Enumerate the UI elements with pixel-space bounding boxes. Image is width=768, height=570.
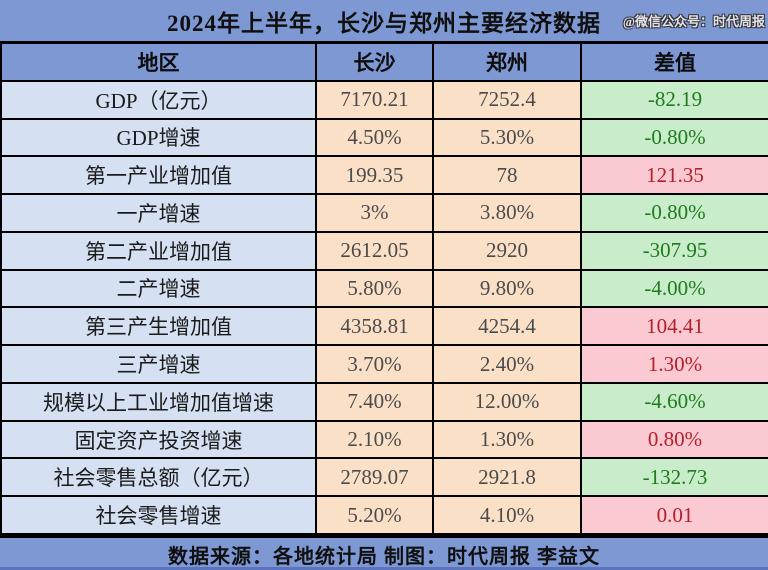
wechat-watermark: @微信公众号：时代周报 (622, 14, 765, 29)
row-4-indicator-label: 一产增速 (2, 195, 317, 233)
bottom-edge-strip (0, 567, 768, 570)
row-12-zhengzhou-value: 4.10% (434, 497, 582, 535)
row-6-indicator-label: 二产增速 (2, 270, 317, 309)
row-2-zhengzhou-value: 5.30% (434, 119, 582, 158)
row-2-changsha-value: 4.50% (317, 119, 434, 158)
row-2-indicator-label: GDP增速 (2, 119, 317, 158)
row-12-diff-value: 0.01 (582, 497, 768, 535)
row-5-zhengzhou-value: 2920 (434, 232, 582, 271)
source-note: 数据来源：各地统计局 制图：时代周报 李益文 (168, 545, 600, 568)
row-6-changsha-value: 5.80% (317, 270, 434, 309)
page-title: 2024年上半年，长沙与郑州主要经济数据 (167, 10, 601, 36)
row-11-indicator-label: 社会零售总额（亿元） (2, 459, 317, 498)
row-8-zhengzhou-value: 2.40% (434, 346, 582, 384)
row-9-diff-value: -4.60% (582, 383, 768, 422)
economic-data-table: 地区 长沙 郑州 差值 GDP（亿元） 7170.21 7252.4 -82.19 GDP增速 4… (0, 44, 768, 535)
row-5-diff-value: -307.95 (582, 232, 768, 271)
column-header-2: 长沙 (317, 44, 434, 82)
row-11-diff-value: -132.73 (582, 459, 768, 498)
row-6-diff-value: -4.00% (582, 270, 768, 309)
row-11-changsha-value: 2789.07 (317, 459, 434, 498)
row-9-zhengzhou-value: 12.00% (434, 383, 582, 422)
row-2-diff-value: -0.80% (582, 119, 768, 158)
row-7-zhengzhou-value: 4254.4 (434, 308, 582, 347)
title-bar: 2024年上半年，长沙与郑州主要经济数据 @微信公众号：时代周报 (0, 0, 768, 44)
row-12-indicator-label: 社会零售增速 (2, 497, 317, 535)
row-11-zhengzhou-value: 2921.8 (434, 459, 582, 498)
row-7-diff-value: 104.41 (582, 308, 768, 347)
row-4-diff-value: -0.80% (582, 195, 768, 233)
column-header-3: 郑州 (434, 44, 582, 82)
row-9-changsha-value: 7.40% (317, 383, 434, 422)
row-1-indicator-label: GDP（亿元） (2, 81, 317, 120)
row-10-indicator-label: 固定资产投资增速 (2, 421, 317, 460)
row-3-changsha-value: 199.35 (317, 157, 434, 196)
row-12-changsha-value: 5.20% (317, 497, 434, 535)
row-3-zhengzhou-value: 78 (434, 157, 582, 196)
footer-bar: 数据来源：各地统计局 制图：时代周报 李益文 (0, 535, 768, 570)
row-8-diff-value: 1.30% (582, 346, 768, 384)
row-10-diff-value: 0.80% (582, 421, 768, 460)
row-1-diff-value: -82.19 (582, 81, 768, 120)
row-3-diff-value: 121.35 (582, 157, 768, 196)
row-4-zhengzhou-value: 3.80% (434, 195, 582, 233)
row-5-indicator-label: 第二产业增加值 (2, 232, 317, 271)
row-5-changsha-value: 2612.05 (317, 232, 434, 271)
row-6-zhengzhou-value: 9.80% (434, 270, 582, 309)
column-header-4: 差值 (582, 44, 768, 82)
row-9-indicator-label: 规模以上工业增加值增速 (2, 383, 317, 422)
row-10-zhengzhou-value: 1.30% (434, 421, 582, 460)
row-4-changsha-value: 3% (317, 195, 434, 233)
column-header-1: 地区 (2, 44, 317, 82)
row-3-indicator-label: 第一产业增加值 (2, 157, 317, 196)
row-10-changsha-value: 2.10% (317, 421, 434, 460)
row-7-indicator-label: 第三产生增加值 (2, 308, 317, 347)
row-8-indicator-label: 三产增速 (2, 346, 317, 384)
row-7-changsha-value: 4358.81 (317, 308, 434, 347)
row-1-zhengzhou-value: 7252.4 (434, 81, 582, 120)
row-8-changsha-value: 3.70% (317, 346, 434, 384)
row-1-changsha-value: 7170.21 (317, 81, 434, 120)
